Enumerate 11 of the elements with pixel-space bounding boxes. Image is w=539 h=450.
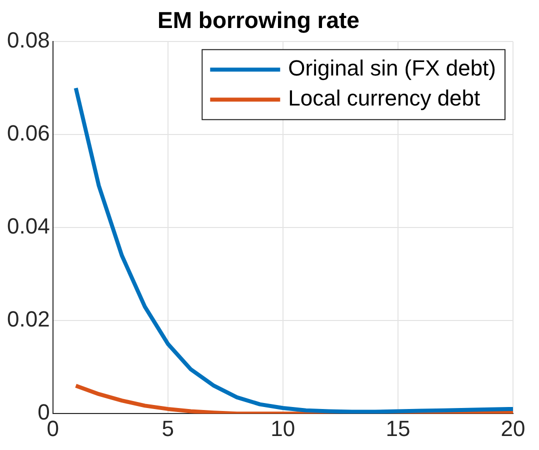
legend-label: Local currency debt xyxy=(288,86,480,111)
y-tick-label: 0.04 xyxy=(6,214,50,239)
y-tick-label: 0.02 xyxy=(6,306,50,332)
x-tick-label: 10 xyxy=(270,416,296,441)
y-tick-label: 0.08 xyxy=(6,28,50,53)
legend-label: Original sin (FX debt) xyxy=(288,56,496,81)
x-tick-label: 20 xyxy=(500,416,526,441)
x-tick-label: 15 xyxy=(386,416,410,441)
y-tick-label: 0.06 xyxy=(6,120,50,146)
x-tick-label: 5 xyxy=(162,416,174,441)
chart-title: EM borrowing rate xyxy=(158,7,360,34)
